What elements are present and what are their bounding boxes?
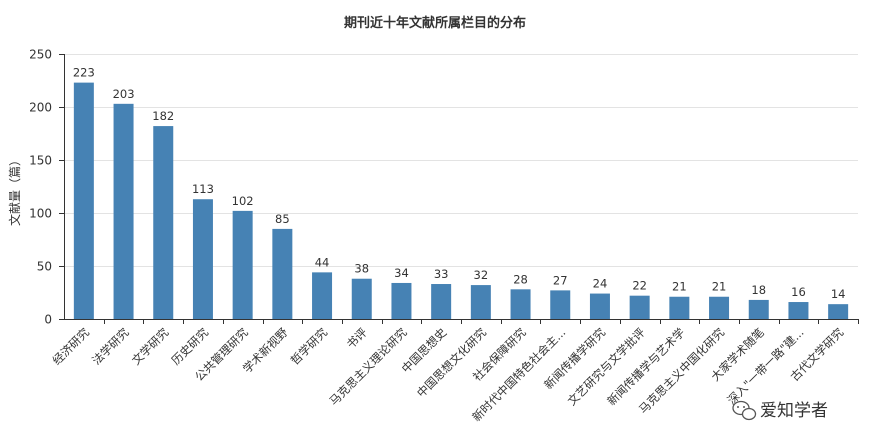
bar — [470, 285, 491, 319]
data-label: 14 — [831, 287, 846, 301]
data-label: 21 — [672, 280, 687, 294]
data-label: 18 — [751, 283, 766, 297]
data-label: 113 — [192, 182, 214, 196]
x-tick-label: 马克思主义理论研究 — [326, 325, 409, 408]
data-label: 102 — [232, 194, 254, 208]
data-label: 21 — [712, 280, 727, 294]
wechat-icon — [732, 400, 757, 421]
data-label: 16 — [791, 285, 806, 299]
data-label: 22 — [632, 279, 647, 293]
data-label: 27 — [553, 273, 568, 287]
data-label: 38 — [354, 262, 369, 276]
bar — [709, 296, 730, 319]
y-tick-label: 200 — [29, 101, 52, 115]
x-tick-label: 法学研究 — [89, 325, 132, 368]
bar — [351, 278, 372, 319]
y-tick-label: 250 — [29, 48, 52, 62]
watermark-text: 爱知学者 — [760, 401, 828, 421]
data-label: 203 — [113, 87, 135, 101]
bar — [391, 282, 412, 319]
data-label: 24 — [593, 277, 608, 291]
bar — [828, 304, 849, 319]
bar — [431, 284, 452, 319]
watermark: 爱知学者 — [732, 400, 828, 421]
bar — [73, 82, 94, 320]
bar — [272, 228, 293, 319]
bars — [73, 82, 849, 320]
x-tick-label: 中国思想文化研究 — [414, 325, 489, 400]
data-label: 32 — [474, 268, 489, 282]
bar — [113, 103, 134, 319]
y-tick-label: 50 — [37, 260, 52, 274]
x-tick-label: 经济研究 — [50, 325, 93, 368]
y-tick-label: 0 — [44, 313, 52, 327]
x-tick-label: 书评 — [344, 325, 371, 352]
bar — [550, 290, 571, 319]
bar — [192, 199, 213, 319]
data-label: 34 — [394, 266, 409, 280]
x-tick-label: 文学研究 — [129, 325, 172, 368]
x-tick-label: 哲学研究 — [288, 325, 331, 368]
gridlines — [64, 54, 858, 267]
y-tick-label: 150 — [29, 154, 52, 168]
data-label: 85 — [275, 212, 290, 226]
data-label: 33 — [434, 267, 449, 281]
bar — [788, 302, 809, 319]
y-tick-label: 100 — [29, 207, 52, 221]
bar — [312, 272, 333, 319]
data-label: 182 — [152, 109, 174, 123]
data-label: 44 — [315, 255, 330, 269]
bar — [589, 293, 610, 319]
data-label: 28 — [513, 272, 528, 286]
y-axis-label: 文献量（篇） — [7, 154, 22, 226]
data-label: 223 — [73, 66, 95, 80]
bar — [669, 296, 690, 319]
data-labels: 223 203 182 113 102 85 44 38 34 33 32 28 27 24 22 21 21 1… — [73, 66, 846, 302]
bar — [748, 299, 769, 319]
bar — [629, 295, 650, 319]
bar — [153, 126, 174, 319]
chart-title: 期刊近十年文献所属栏目的分布 — [344, 15, 526, 31]
bar — [232, 210, 253, 319]
bar — [510, 289, 531, 319]
